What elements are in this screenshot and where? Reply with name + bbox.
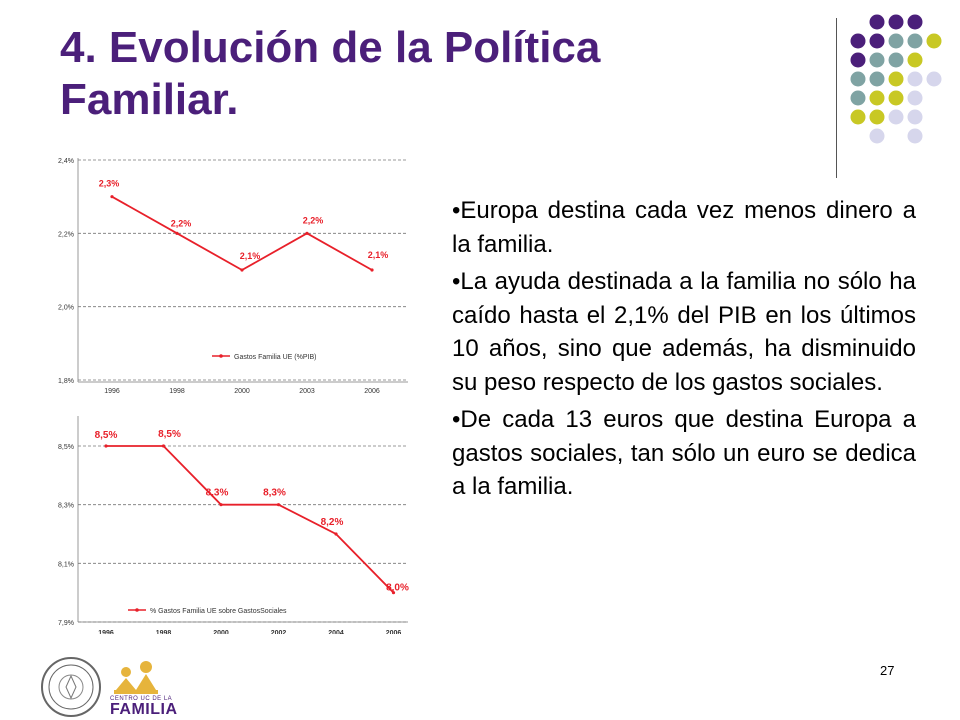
x-tick-label: 2003 — [299, 388, 315, 395]
centro-uc-familia-logo — [114, 661, 158, 694]
y-tick-label: 8,3% — [58, 503, 74, 510]
data-point — [391, 591, 396, 595]
data-point — [240, 268, 244, 272]
y-tick-label: 7,9% — [58, 620, 74, 627]
data-point — [305, 231, 309, 235]
decorative-dot — [926, 71, 942, 87]
decorative-dot — [850, 52, 866, 68]
data-label: 2,1% — [368, 250, 389, 260]
legend-label: % Gastos Familia UE sobre GastosSociales — [150, 608, 287, 615]
logo-center-text: CENTRO UC DE LA — [110, 696, 173, 702]
decorative-dot — [850, 71, 866, 87]
decorative-dot — [869, 90, 885, 106]
legend-label: Gastos Familia UE (%PIB) — [234, 354, 316, 361]
data-point — [161, 444, 166, 448]
x-tick-label: 1996 — [104, 388, 120, 395]
x-tick-label: 2006 — [364, 388, 380, 395]
chart-legend: Gastos Familia UE (%PIB) — [212, 354, 316, 361]
x-tick-label: 1998 — [156, 630, 172, 634]
data-label: 8,3% — [263, 488, 286, 499]
x-tick-label: 1998 — [169, 388, 185, 395]
data-label: 8,0% — [386, 583, 409, 594]
y-tick-label: 8,5% — [58, 444, 74, 451]
y-tick-label: 1,8% — [58, 378, 74, 385]
data-point — [104, 444, 108, 448]
chart-legend: % Gastos Familia UE sobre GastosSociales — [128, 608, 287, 615]
y-tick-label: 8,1% — [58, 561, 74, 568]
decorative-dot — [888, 33, 904, 49]
series-line — [106, 445, 395, 594]
decorative-dot — [869, 71, 885, 87]
decorative-dot — [907, 33, 923, 49]
slide-number: 27 — [880, 663, 895, 678]
slide-title-line-1: 4. Evolución de la Política — [60, 23, 601, 72]
y-tick-label: 2,0% — [58, 305, 74, 312]
data-point — [334, 532, 338, 536]
data-label: 2,1% — [240, 251, 261, 261]
data-point — [370, 268, 374, 272]
data-label: 2,2% — [171, 218, 192, 228]
x-tick-label: 2000 — [234, 388, 250, 395]
decorative-dot — [869, 14, 885, 30]
decorative-dot — [850, 90, 866, 106]
decorative-dot — [888, 90, 904, 106]
decorative-dot — [869, 52, 885, 68]
decorative-dot — [888, 71, 904, 87]
chart-gastos-familia-sociales: 8,5% 8,3% 8,1% 7,9% 1996 1998 2000 2002 2004 200… — [58, 416, 409, 634]
data-label: 8,2% — [321, 517, 344, 528]
data-point — [175, 231, 179, 235]
decorative-dot — [850, 33, 866, 49]
decorative-dot — [869, 33, 885, 49]
x-tick-label: 2006 — [386, 630, 402, 634]
data-point — [276, 503, 281, 507]
decorative-dot — [907, 128, 923, 144]
decorative-dot — [888, 52, 904, 68]
x-tick-label: 2000 — [213, 630, 229, 634]
x-tick-label: 1996 — [98, 630, 114, 634]
decorative-dot — [907, 71, 923, 87]
y-tick-label: 2,4% — [58, 158, 74, 165]
chart-gastos-familia-pib: 2,4% 2,2% 2,0% 1,8% 1996 1998 2000 2003 2006 2,… — [58, 158, 408, 395]
slide-title-line-2: Familiar. — [60, 75, 239, 124]
university-seal-logo — [41, 657, 101, 717]
decorative-divider — [836, 18, 837, 178]
x-tick-label: 2002 — [271, 630, 287, 634]
decorative-dot — [926, 33, 942, 49]
decorative-dot — [907, 52, 923, 68]
data-label: 2,2% — [303, 215, 324, 225]
slide-title: 4. Evolución de la Política Familiar. — [60, 22, 780, 126]
bullet-list: •Europa destina cada vez menos dinero a … — [452, 194, 916, 508]
data-label: 8,5% — [95, 430, 118, 441]
data-point — [110, 195, 114, 199]
decorative-dot — [907, 14, 923, 30]
bullet-item: •La ayuda destinada a la familia no sólo… — [452, 268, 916, 396]
data-label: 8,5% — [158, 429, 181, 440]
decorative-dot-grid — [850, 14, 942, 144]
y-tick-label: 2,2% — [58, 231, 74, 238]
bullet-item: •De cada 13 euros que destina Europa a g… — [452, 406, 916, 500]
decorative-dot — [869, 109, 885, 125]
decorative-dot — [850, 109, 866, 125]
logo-familia-text: FAMILIA — [110, 701, 178, 718]
decorative-dot — [907, 90, 923, 106]
data-label: 2,3% — [99, 179, 120, 189]
bullet-item: •Europa destina cada vez menos dinero a … — [452, 197, 916, 258]
decorative-dot — [888, 14, 904, 30]
data-label: 8,3% — [206, 488, 229, 499]
x-tick-label: 2004 — [328, 630, 344, 634]
decorative-dot — [869, 128, 885, 144]
decorative-dot — [907, 109, 923, 125]
data-point — [219, 503, 223, 507]
decorative-dot — [888, 109, 904, 125]
